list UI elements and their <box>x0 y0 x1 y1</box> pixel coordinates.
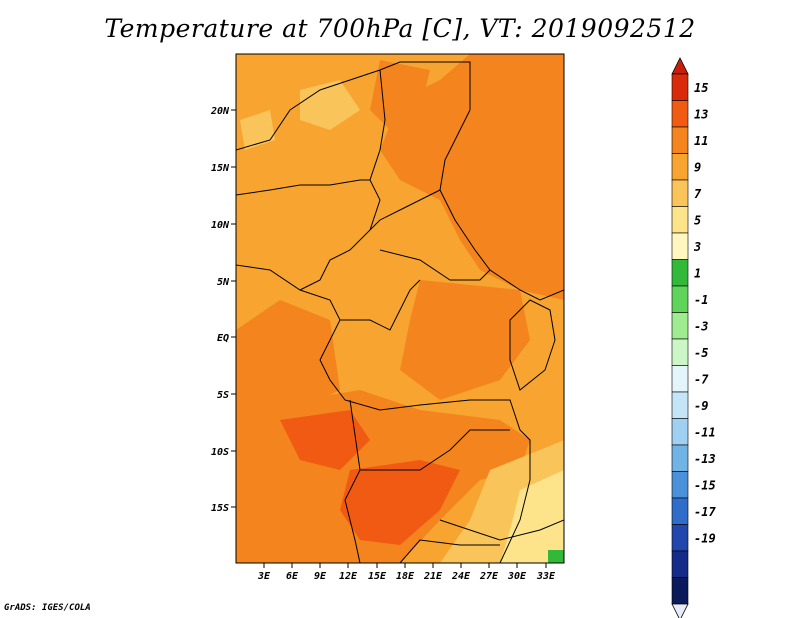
colorbar-label: -19 <box>694 532 716 546</box>
lat-label: 15S <box>211 503 229 514</box>
grads-credit: GrADS: IGES/COLA <box>4 603 91 613</box>
colorbar-top-arrow <box>671 57 689 75</box>
colorbar-swatch <box>671 391 689 419</box>
lon-ticks <box>263 563 547 568</box>
temperature-field <box>236 54 564 563</box>
colorbar-swatch <box>671 577 689 605</box>
colorbar-label: 11 <box>694 134 708 148</box>
lon-label: 24E <box>451 571 471 582</box>
lon-label: 27E <box>479 571 499 582</box>
colorbar-swatch <box>671 285 689 313</box>
colorbar-label: -9 <box>694 399 708 413</box>
lon-label: 33E <box>536 571 556 582</box>
field-1c-corner <box>548 550 564 563</box>
lon-label: 21E <box>423 571 443 582</box>
colorbar-label: 3 <box>693 240 701 254</box>
lon-label: 6E <box>286 571 299 582</box>
colorbar-label: -15 <box>694 479 716 493</box>
field-11c-central <box>400 280 530 400</box>
colorbar-swatch <box>671 232 689 260</box>
country-borders <box>236 61 564 563</box>
colorbar-swatch <box>671 100 689 128</box>
map-title: Temperature at 700hPa [C], VT: 201909251… <box>104 14 696 43</box>
colorbar-label: -1 <box>694 293 708 307</box>
colorbar-swatch <box>671 444 689 472</box>
lon-labels: 3E 6E 9E 12E 15E 18E 21E 24E 27E 30E 33E <box>257 571 556 582</box>
colorbar: 15 13 11 9 7 5 3 1 -1 -3 -5 -7 -9 -11 -13 -15 -17 -19 <box>671 57 716 618</box>
field-7c-nw <box>240 110 275 150</box>
colorbar-bottom-arrow <box>671 603 689 618</box>
colorbar-label: 7 <box>694 187 702 201</box>
colorbar-label: 1 <box>694 267 701 281</box>
lat-ticks <box>231 109 236 508</box>
colorbar-label: 13 <box>694 108 708 122</box>
lat-labels: 20N 15N 10N 5N EQ 5S 10S 15S <box>210 106 230 514</box>
lat-label: 20N <box>210 106 230 117</box>
field-11c-coast <box>236 300 340 430</box>
colorbar-swatch <box>671 259 689 287</box>
field-7c-north <box>300 80 360 130</box>
lon-label: 30E <box>507 571 527 582</box>
colorbar-swatch <box>671 126 689 154</box>
colorbar-swatch <box>671 312 689 340</box>
field-13c-south <box>340 460 460 545</box>
colorbar-label: -17 <box>694 505 716 519</box>
colorbar-label: 5 <box>694 214 701 228</box>
colorbar-swatch <box>671 365 689 393</box>
colorbar-swatch <box>671 73 689 101</box>
colorbar-swatch <box>671 550 689 578</box>
colorbar-swatch <box>671 179 689 207</box>
lon-label: 9E <box>314 571 327 582</box>
field-13c-west <box>280 410 370 470</box>
colorbar-swatch <box>671 338 689 366</box>
lon-label: 15E <box>368 571 387 582</box>
colorbar-swatch <box>671 471 689 499</box>
field-11c-north <box>370 60 430 130</box>
lat-label: 5N <box>217 277 230 288</box>
colorbar-label: -11 <box>694 426 716 440</box>
lat-label: 10S <box>211 447 229 458</box>
lat-label: 10N <box>211 220 230 231</box>
colorbar-swatch <box>671 418 689 446</box>
map-frame <box>235 53 565 564</box>
colorbar-label: 15 <box>694 81 708 95</box>
field-11c-northeast <box>380 54 564 300</box>
colorbar-label: -13 <box>694 452 716 466</box>
colorbar-label: -5 <box>694 346 708 360</box>
lon-label: 18E <box>396 571 415 582</box>
colorbar-swatch <box>671 497 689 525</box>
colorbar-label: 9 <box>694 161 701 175</box>
lat-label: 5S <box>217 390 229 401</box>
colorbar-label: -3 <box>694 320 708 334</box>
colorbar-swatch <box>671 206 689 234</box>
colorbar-swatch <box>671 153 689 181</box>
lon-label: 3E <box>257 571 271 582</box>
lon-label: 12E <box>339 571 358 582</box>
lat-label: 15N <box>211 163 230 174</box>
colorbar-label: -7 <box>694 373 709 387</box>
lat-label: EQ <box>217 333 229 344</box>
field-5c-southeast <box>500 470 564 563</box>
colorbar-swatch <box>671 524 689 552</box>
